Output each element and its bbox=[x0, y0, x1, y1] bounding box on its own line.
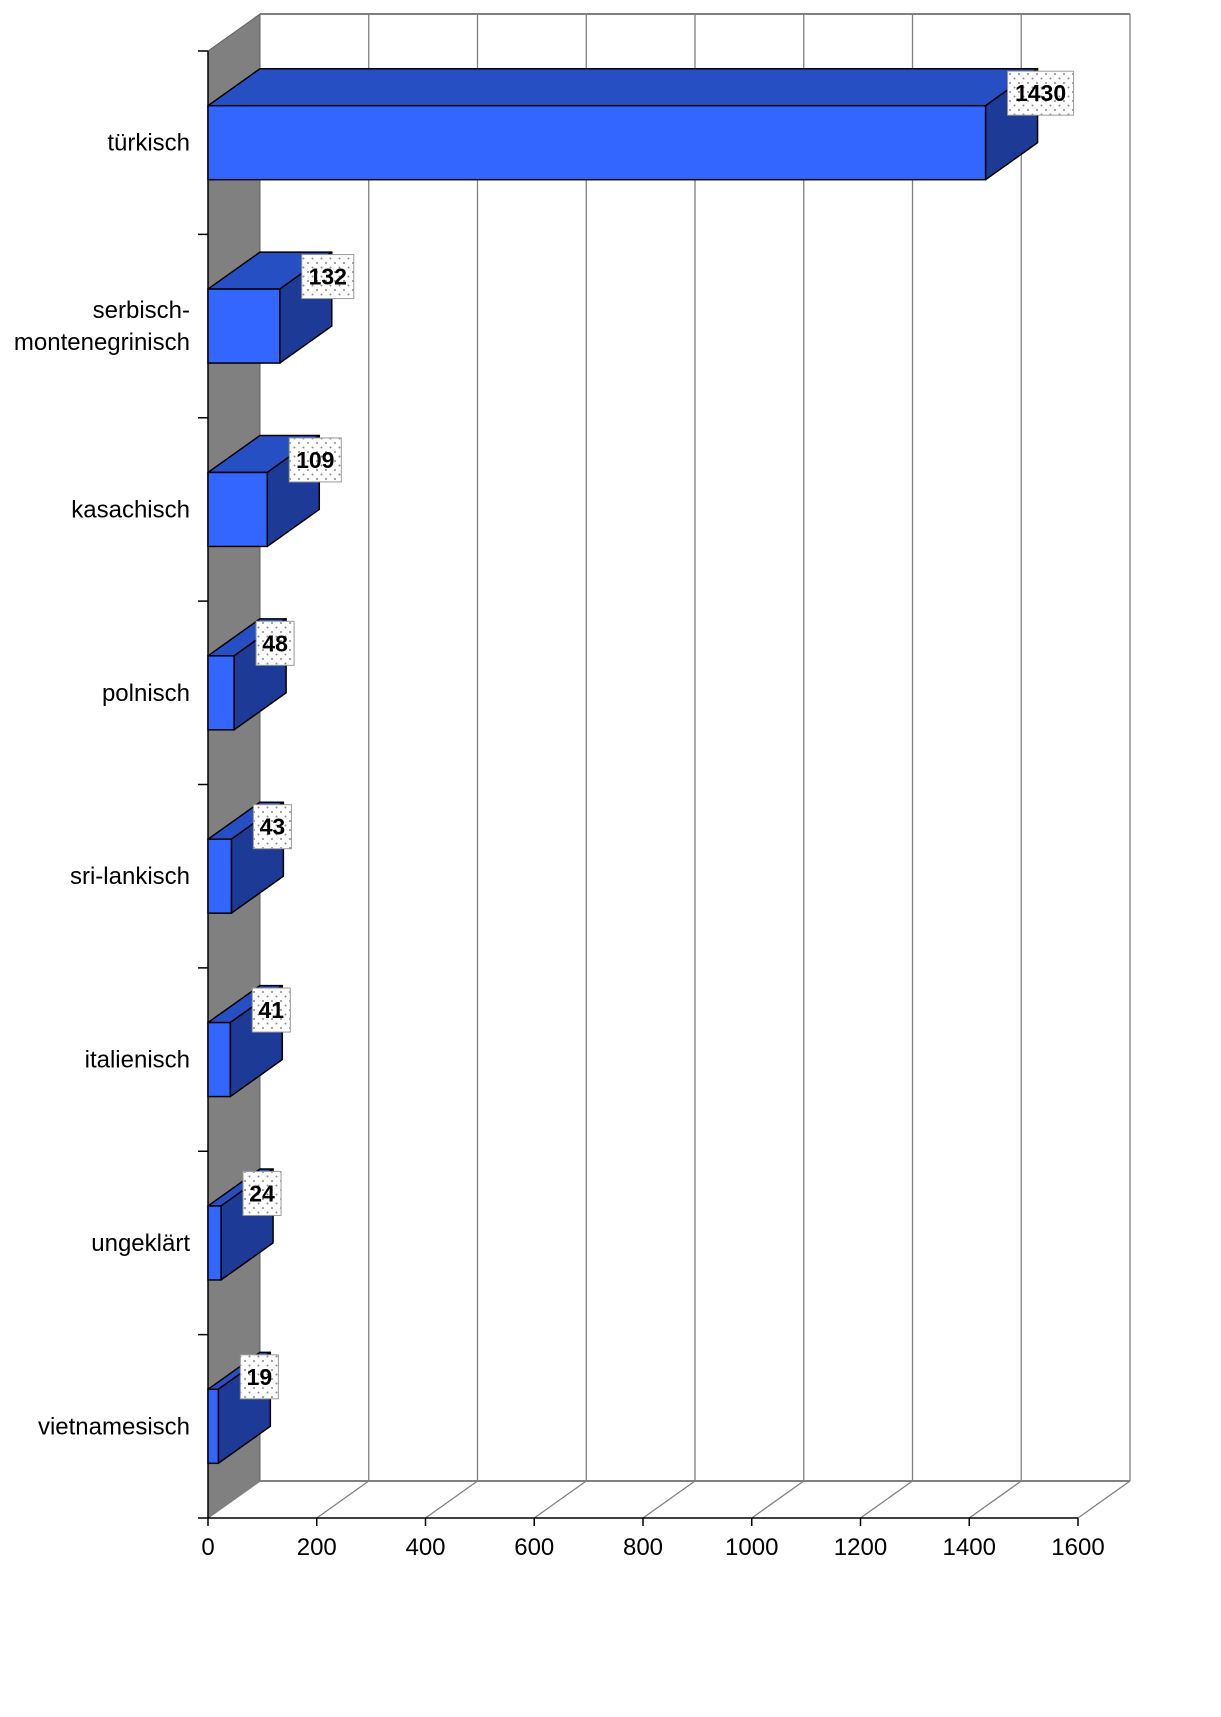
category-label: italienisch bbox=[85, 1047, 190, 1074]
data-label-box: 43 bbox=[252, 804, 292, 850]
data-label-box: 24 bbox=[242, 1170, 282, 1216]
data-label-background bbox=[251, 987, 291, 1033]
data-label: 24 bbox=[249, 1180, 275, 1206]
chart-walls bbox=[207, 13, 1130, 1519]
x-tick-label: 600 bbox=[514, 1534, 554, 1561]
bar-front-face bbox=[207, 1205, 222, 1281]
bar bbox=[207, 67, 1039, 181]
bar-front-face bbox=[207, 471, 269, 548]
bar-front-face bbox=[207, 838, 233, 914]
bar-front-face bbox=[207, 1021, 232, 1098]
floor-gridline bbox=[751, 1480, 805, 1519]
x-tick-label: 1200 bbox=[834, 1534, 887, 1561]
x-axis: 0 200 400 600 800 1000 1200 1400 1600 bbox=[201, 1517, 1105, 1561]
data-label: 132 bbox=[309, 264, 347, 290]
data-label: 48 bbox=[262, 630, 288, 656]
data-label-box: 109 bbox=[288, 437, 342, 483]
data-label-background bbox=[1007, 70, 1075, 116]
data-label: 19 bbox=[247, 1364, 273, 1390]
x-tick-label: 200 bbox=[297, 1534, 337, 1561]
bar-front-face bbox=[207, 104, 987, 181]
category-label: vietnamesisch bbox=[38, 1413, 190, 1440]
data-label-box: 132 bbox=[301, 254, 355, 300]
data-label: 109 bbox=[296, 447, 334, 473]
data-label: 43 bbox=[260, 814, 286, 840]
data-label-box: 1430 bbox=[1007, 70, 1075, 116]
gridlines bbox=[207, 14, 1131, 1519]
category-label: ungeklärt bbox=[91, 1230, 190, 1257]
bar-top-face bbox=[207, 67, 1039, 107]
category-label: serbisch-montenegrinisch bbox=[14, 297, 190, 356]
floor-gridline bbox=[968, 1480, 1022, 1519]
x-tick-label: 0 bbox=[201, 1534, 214, 1561]
floor-gridline bbox=[860, 1480, 913, 1519]
bar-front-face bbox=[207, 288, 281, 364]
x-tick-label: 1400 bbox=[943, 1534, 996, 1561]
data-label-background bbox=[288, 437, 342, 483]
bar bbox=[207, 251, 333, 364]
floor-gridline bbox=[642, 1480, 696, 1519]
data-label-background bbox=[242, 1170, 282, 1216]
data-label-background bbox=[239, 1354, 279, 1400]
data-label: 1430 bbox=[1015, 80, 1066, 106]
x-tick-label: 400 bbox=[405, 1534, 445, 1561]
data-label: 41 bbox=[258, 997, 284, 1023]
floor-gridline bbox=[533, 1480, 587, 1519]
x-tick-label: 800 bbox=[623, 1534, 663, 1561]
x-tick-label: 1000 bbox=[725, 1534, 778, 1561]
floor-gridline bbox=[207, 1480, 261, 1519]
floor-gridline bbox=[1077, 1480, 1131, 1519]
x-tick-label: 1600 bbox=[1051, 1534, 1104, 1561]
data-label-background bbox=[301, 254, 355, 300]
category-axis: türkisch serbisch-montenegrinisch kasachis… bbox=[14, 50, 209, 1519]
data-label-background bbox=[252, 804, 292, 850]
category-label: kasachisch bbox=[71, 496, 190, 523]
side-wall bbox=[207, 13, 261, 1519]
floor-gridline bbox=[316, 1480, 370, 1519]
data-label-box: 19 bbox=[239, 1354, 279, 1400]
data-label-background bbox=[255, 620, 295, 666]
category-label: sri-lankisch bbox=[70, 863, 190, 890]
data-label-box: 41 bbox=[251, 987, 291, 1033]
bar-front-face bbox=[207, 1388, 220, 1465]
floor-gridline bbox=[425, 1480, 478, 1519]
data-labels: 1430 132 109 48 43 41 24 19 bbox=[239, 70, 1075, 1400]
data-label-box: 48 bbox=[255, 620, 295, 666]
category-label: türkisch bbox=[107, 130, 190, 157]
category-label: polnisch bbox=[102, 680, 190, 707]
bar-front-face bbox=[207, 655, 235, 731]
